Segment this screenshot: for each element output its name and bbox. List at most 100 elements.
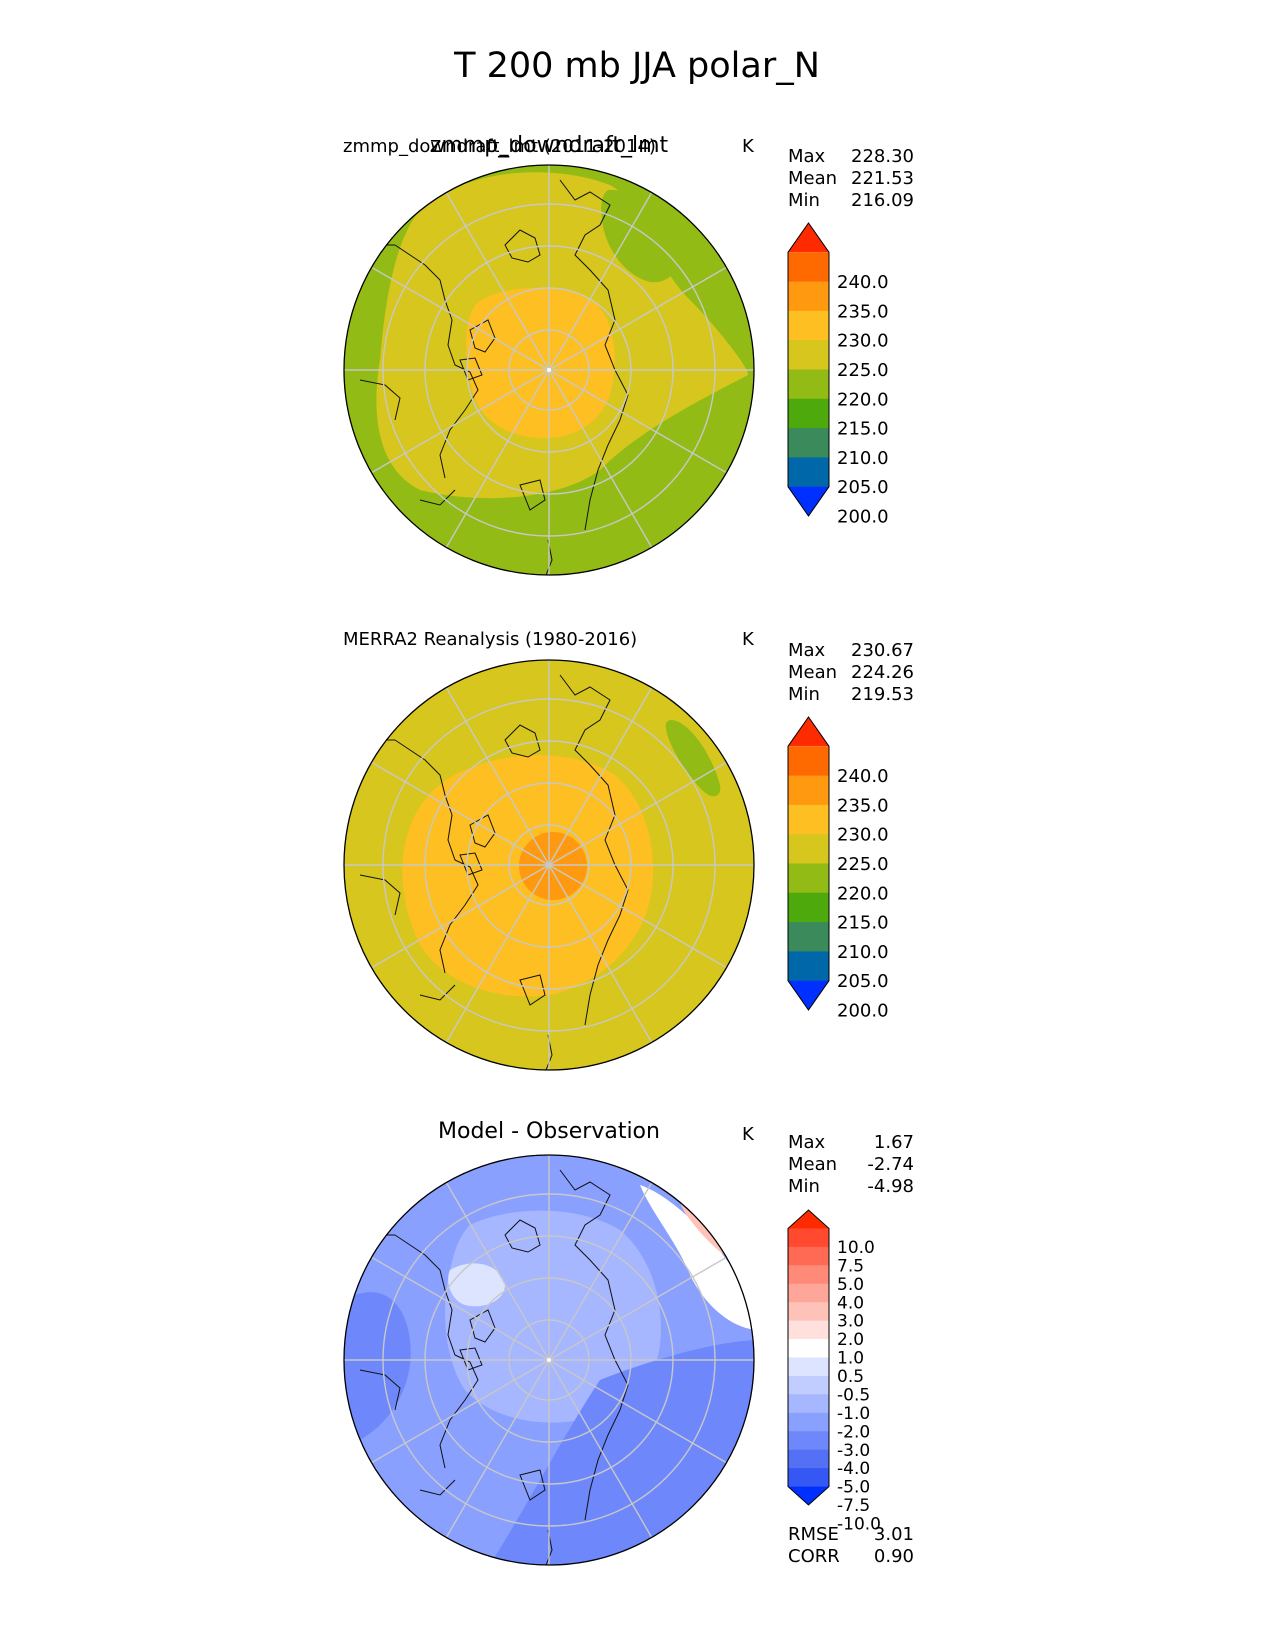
panel3-min-value: -4.98 (867, 1176, 914, 1197)
panel1-mean-label: Mean (788, 168, 837, 189)
panel1-units: K (742, 136, 755, 157)
panel3-mean-value: -2.74 (867, 1154, 914, 1175)
colorbar-outline (787, 716, 830, 1011)
panel2-map (344, 660, 754, 1070)
colorbar-swatch (788, 1468, 829, 1488)
panel2-subtitle: MERRA2 Reanalysis (1980-2016) (343, 629, 637, 650)
panel3-max-label: Max (788, 1132, 826, 1153)
colorbar-swatch (788, 1375, 829, 1395)
colorbar-swatch (788, 1320, 829, 1340)
panel3-field-lighter (445, 1210, 661, 1423)
panel2-map-border (343, 659, 755, 1071)
colorbar-tick-label: 10.0 (837, 1238, 875, 1258)
panel-difference: Model - Observation K (343, 1119, 914, 1567)
panel2-stats: Max 230.67 Mean 224.26 Min 219.53 (788, 640, 914, 705)
colorbar-extend-min (788, 486, 829, 516)
panel1-min-label: Min (788, 190, 820, 211)
panel1-max-label: Max (788, 146, 826, 167)
colorbar-swatch (788, 863, 829, 894)
colorbar-tick-label: 200.0 (837, 1000, 889, 1021)
colorbar-tick-label: 210.0 (837, 448, 889, 469)
panel-observation: MERRA2 Reanalysis (1980-2016) K (343, 629, 914, 1071)
colorbar-extend-max (788, 223, 829, 253)
colorbar-tick-label: 230.0 (837, 331, 889, 352)
panel3-corr-value: 0.90 (874, 1546, 914, 1567)
panel1-subtitle: zmmp_downdraft_lmt (2011-2014) (343, 136, 656, 157)
colorbar-swatch (788, 951, 829, 982)
colorbar-swatch (788, 775, 829, 806)
colorbar-tick-label: 235.0 (837, 795, 889, 816)
panel1-min-value: 216.09 (851, 190, 914, 211)
panel2-mean-value: 224.26 (851, 662, 914, 683)
colorbar-tick-label: 4.0 (837, 1293, 864, 1313)
colorbar-tick-label: -5.0 (837, 1478, 870, 1498)
colorbar-tick-label: 230.0 (837, 825, 889, 846)
colorbar-extend-max (788, 717, 829, 747)
panel2-mean-label: Mean (788, 662, 837, 683)
colorbar-tick-label: 210.0 (837, 942, 889, 963)
colorbar-tick-label: 225.0 (837, 360, 889, 381)
figure-title: T 200 mb JJA polar_N (453, 46, 820, 86)
panel1-coastlines (359, 179, 629, 575)
colorbar-tick-label: 240.0 (837, 766, 889, 787)
panel3-corr-label: CORR (788, 1546, 840, 1567)
panel2-units: K (742, 629, 755, 650)
colorbar-tick-label: -1.0 (837, 1404, 870, 1424)
panel3-pole (547, 1358, 551, 1362)
panel1-mean-value: 221.53 (851, 168, 914, 189)
colorbar-swatch (788, 1283, 829, 1303)
colorbar-tick-label: 200.0 (837, 506, 889, 527)
colorbar-swatch (788, 1412, 829, 1432)
panel3-main-title: Model - Observation (438, 1119, 660, 1144)
panel1-field-pacific-green (601, 189, 683, 283)
colorbar-tick-label: -4.0 (837, 1459, 870, 1479)
panel1-map-border (343, 164, 755, 576)
panel3-min-label: Min (788, 1176, 820, 1197)
panel1-map (344, 165, 754, 575)
colorbar-tick-label: 2.0 (837, 1330, 864, 1350)
colorbar-swatch (788, 340, 829, 370)
colorbar-extend-min (788, 1486, 829, 1505)
panel2-graticule (344, 660, 754, 1070)
colorbar-swatch (788, 428, 829, 458)
panel2-max-label: Max (788, 640, 826, 661)
panel3-rmse-label: RMSE (788, 1524, 839, 1545)
colorbar-tick-label: 220.0 (837, 883, 889, 904)
panel3-units: K (742, 1124, 755, 1145)
colorbar-tick-label: 215.0 (837, 913, 889, 934)
colorbar-tick-label: 235.0 (837, 301, 889, 322)
colorbar-tick-label: 5.0 (837, 1275, 864, 1295)
colorbar-outline (787, 1209, 830, 1506)
panel2-colorbar: 240.0 235.0 230.0 225.0 220.0 215.0 210.0 205.0… (787, 716, 889, 1021)
panel2-field-pole-core (519, 832, 587, 900)
colorbar-swatch (788, 1228, 829, 1248)
colorbar-swatch (788, 834, 829, 864)
panel2-field-pacific-green (665, 720, 721, 797)
panel3-rmse-value: 3.01 (874, 1524, 914, 1545)
panel1-main-title: zmmp_downdraft_lmt (430, 133, 669, 158)
colorbar-tick-label: 240.0 (837, 272, 889, 293)
colorbar-tick-label: 0.5 (837, 1367, 864, 1387)
colorbar-tick-label: -7.5 (837, 1496, 870, 1516)
colorbar-swatch (788, 922, 829, 952)
colorbar-tick-label: -3.0 (837, 1441, 870, 1461)
panel3-field-near-zero (640, 1185, 754, 1330)
colorbar-tick-label: -2.0 (837, 1422, 870, 1442)
colorbar-tick-label: 225.0 (837, 854, 889, 875)
panel2-max-value: 230.67 (851, 640, 914, 661)
panel2-min-label: Min (788, 684, 820, 705)
panel3-colorbar: 10.07.55.04.03.02.01.00.5-0.5-1.0-2.0-3.… (787, 1209, 881, 1535)
panel3-stats: Max 1.67 Mean -2.74 Min -4.98 (788, 1132, 914, 1197)
colorbar-tick-label: -0.5 (837, 1385, 870, 1405)
colorbar-swatch (788, 398, 829, 429)
panel1-colorbar: 240.0 235.0 230.0 225.0 220.0 215.0 210.0 205.0… (787, 222, 889, 527)
colorbar-swatch (788, 1394, 829, 1414)
panel3-field-greenland-light (448, 1263, 505, 1307)
colorbar-swatch (788, 252, 829, 283)
panel1-stats: Max 228.30 Mean 221.53 Min 216.09 (788, 146, 914, 211)
colorbar-tick-label: 1.0 (837, 1349, 864, 1369)
colorbar-swatch (788, 1357, 829, 1377)
colorbar-extend-max (788, 1210, 829, 1229)
colorbar-tick-label: 7.5 (837, 1256, 864, 1276)
colorbar-tick-label: 220.0 (837, 389, 889, 410)
